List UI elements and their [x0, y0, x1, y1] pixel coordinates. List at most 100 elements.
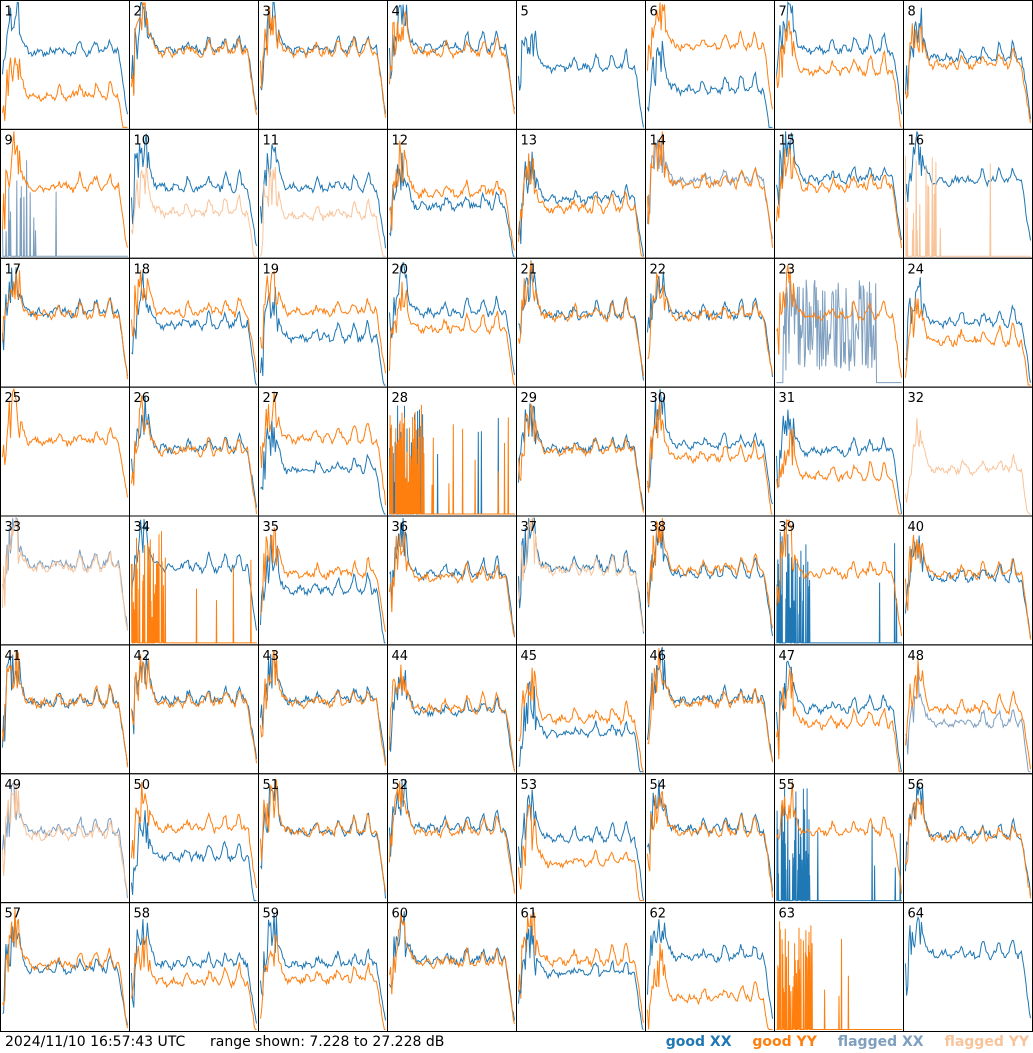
- yy-series: [518, 667, 644, 773]
- yy-series: [389, 781, 515, 894]
- xx-series: [131, 396, 257, 508]
- tile-border: [903, 902, 1033, 1032]
- tile-plot: [2, 1, 128, 128]
- tile-plot: [389, 261, 515, 386]
- yy-series: [518, 404, 644, 513]
- tile-18: 18: [129, 257, 259, 388]
- tile-44: 44: [387, 644, 517, 775]
- tile-30: 30: [645, 386, 775, 517]
- tile-plot: [905, 131, 1031, 257]
- xx-series: [518, 403, 644, 511]
- tile-plot: [776, 921, 902, 1030]
- tile-plot: [260, 779, 386, 899]
- xx-series: [518, 517, 644, 634]
- tile-5: 5: [516, 0, 646, 130]
- footer: 2024/11/10 16:57:43 UTC range shown: 7.2…: [0, 1032, 1033, 1053]
- tile-label: 34: [134, 520, 151, 535]
- yy-series: [389, 912, 515, 1025]
- yy-series: [131, 781, 257, 889]
- tile-label: 43: [263, 649, 280, 664]
- tile-33: 33: [0, 515, 130, 646]
- xx-series: [518, 30, 644, 128]
- tile-58: 58: [129, 902, 259, 1032]
- tile-label: 18: [134, 262, 151, 277]
- tile-label: 2: [134, 5, 142, 20]
- xx-series: [776, 131, 902, 241]
- tile-59: 59: [258, 902, 388, 1032]
- tile-plot: [131, 919, 257, 1030]
- tile-plot: [518, 403, 644, 513]
- xx-series: [131, 133, 257, 247]
- yy-series: [131, 936, 257, 1030]
- tile-plot: [905, 534, 1031, 640]
- xx-series: [260, 144, 386, 249]
- tile-border: [129, 128, 259, 259]
- tile-label: 29: [521, 391, 538, 406]
- tile-label: 63: [779, 907, 796, 922]
- tile-border: [903, 386, 1033, 517]
- tile-43: 43: [258, 644, 388, 775]
- tile-label: 55: [779, 778, 796, 793]
- tile-32: 32: [903, 386, 1033, 517]
- xx-series: [905, 664, 1031, 773]
- tile-label: 38: [650, 520, 667, 535]
- yy-series: [647, 791, 773, 898]
- yy-series: [518, 517, 644, 632]
- yy-series: [776, 921, 902, 1030]
- yy-series: [389, 140, 515, 251]
- tile-border: [516, 257, 646, 388]
- tile-label: 36: [392, 520, 409, 535]
- xx-series: [776, 788, 902, 902]
- xx-series: [131, 919, 257, 1024]
- tile-label: 22: [650, 262, 667, 277]
- xx-series: [260, 912, 386, 1021]
- xx-series: [389, 911, 515, 1021]
- yy-series: [905, 297, 1031, 386]
- tile-label: 39: [779, 520, 796, 535]
- xx-series: [2, 267, 128, 377]
- yy-series: [647, 2, 773, 110]
- xx-series: [518, 260, 644, 381]
- tile-plot: [260, 912, 386, 1030]
- tile-27: 27: [258, 386, 388, 517]
- tile-plot: [776, 518, 902, 644]
- tile-label: 30: [650, 391, 667, 406]
- tile-border: [258, 644, 388, 775]
- tile-16: 16: [903, 128, 1033, 259]
- tile-plot: [389, 404, 515, 515]
- yy-series: [647, 272, 773, 375]
- xx-series: [389, 261, 515, 376]
- yy-series: [776, 428, 902, 515]
- tile-plot: [905, 785, 1031, 899]
- yy-series: [647, 648, 773, 763]
- yy-series: [518, 910, 644, 1023]
- tile-border: [516, 0, 646, 130]
- xx-series: [389, 670, 515, 771]
- tile-border: [258, 386, 388, 517]
- xx-series: [131, 810, 257, 902]
- tile-label: 46: [650, 649, 667, 664]
- legend-good-yy: good YY: [752, 1034, 817, 1050]
- yy-series: [2, 387, 128, 498]
- yy-series: [389, 404, 515, 515]
- yy-series: [518, 153, 644, 257]
- xx-series: [389, 517, 515, 638]
- tile-63: 63: [774, 902, 904, 1032]
- xx-series: [2, 782, 128, 899]
- xx-series: [647, 271, 773, 378]
- yy-series: [260, 934, 386, 1030]
- legend: good XX good YY flagged XX flagged YY: [650, 1032, 1029, 1053]
- tile-42: 42: [129, 644, 259, 775]
- yy-series: [131, 531, 257, 644]
- yy-series: [776, 20, 902, 128]
- tile-3: 3: [258, 0, 388, 130]
- tile-plot: [905, 418, 1031, 515]
- tile-28: 28: [387, 386, 517, 517]
- yy-series: [647, 131, 773, 248]
- xx-series: [905, 785, 1031, 896]
- xx-series: [260, 653, 386, 763]
- tile-plot: [776, 409, 902, 515]
- tile-plot: [131, 1, 257, 115]
- yy-series: [389, 531, 515, 637]
- tile-62: 62: [645, 902, 775, 1032]
